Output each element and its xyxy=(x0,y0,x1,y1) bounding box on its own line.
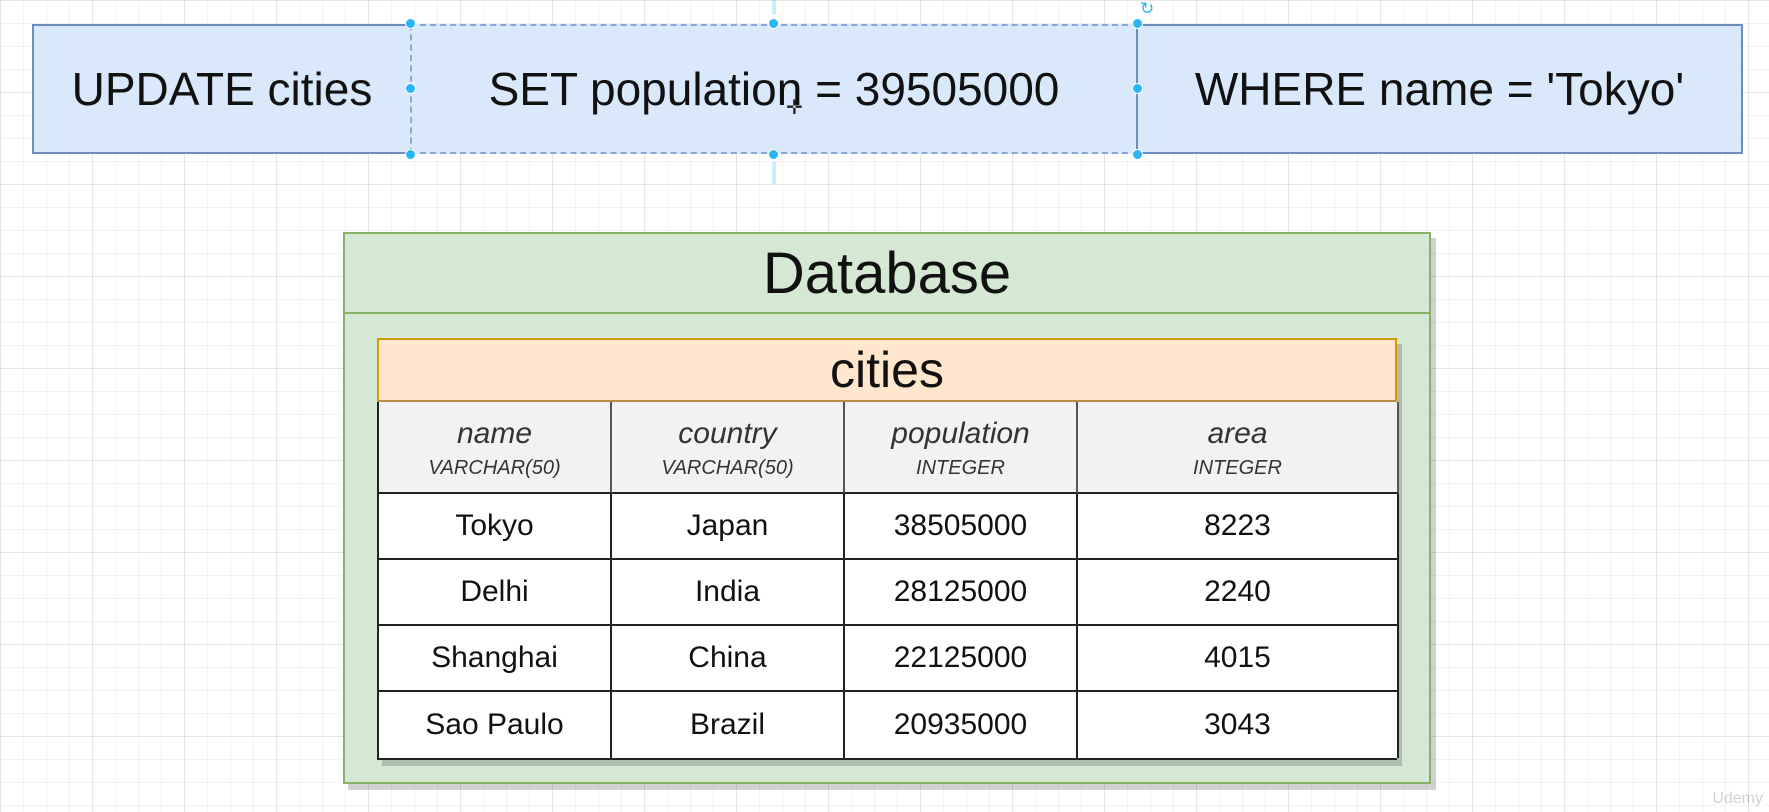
column-header-name: name VARCHAR(50) xyxy=(379,402,612,494)
sql-where-block[interactable]: WHERE name = 'Tokyo' xyxy=(1136,24,1743,154)
resize-handle-left[interactable] xyxy=(405,83,416,94)
table-cell: 3043 xyxy=(1078,692,1399,758)
sql-set-text: SET population = 39505000 xyxy=(488,63,1060,115)
resize-handle-bottom[interactable] xyxy=(768,149,779,160)
table-cell: Brazil xyxy=(612,692,845,758)
move-cursor-icon: ✛ xyxy=(786,97,803,119)
resize-handle-top-right[interactable] xyxy=(1132,18,1143,29)
sql-statement: UPDATE cities SET population = 39505000 … xyxy=(32,24,1743,154)
table-cell: China xyxy=(612,626,845,692)
table-cell: 22125000 xyxy=(845,626,1078,692)
column-header-population: population INTEGER xyxy=(845,402,1078,494)
sql-update-block[interactable]: UPDATE cities xyxy=(32,24,412,154)
watermark-logo: Udemy xyxy=(1712,790,1763,807)
connection-arrow-bottom xyxy=(772,162,776,184)
column-name: country xyxy=(678,416,777,450)
table-cell: Shanghai xyxy=(379,626,612,692)
table-cell: India xyxy=(612,560,845,626)
resize-handle-bottom-right[interactable] xyxy=(1132,149,1143,160)
table-cell: 4015 xyxy=(1078,626,1399,692)
table-cell: 8223 xyxy=(1078,494,1399,560)
sql-set-block[interactable]: SET population = 39505000 xyxy=(410,24,1138,154)
column-header-country: country VARCHAR(50) xyxy=(612,402,845,494)
database-title: Database xyxy=(345,234,1429,314)
column-type: VARCHAR(50) xyxy=(661,456,794,479)
table-cell: 20935000 xyxy=(845,692,1078,758)
rotate-handle-icon[interactable]: ↻ xyxy=(1140,0,1155,18)
column-type: INTEGER xyxy=(916,456,1005,479)
column-name: population xyxy=(891,416,1030,450)
table-title: cities xyxy=(377,338,1397,402)
table-cell: 38505000 xyxy=(845,494,1078,560)
database-container[interactable]: Database cities name VARCHAR(50) country… xyxy=(343,232,1431,784)
table-grid: name VARCHAR(50) country VARCHAR(50) pop… xyxy=(377,402,1399,760)
column-header-area: area INTEGER xyxy=(1078,402,1399,494)
table-cell: 2240 xyxy=(1078,560,1399,626)
sql-update-text: UPDATE cities xyxy=(71,63,373,115)
table-cell: Tokyo xyxy=(379,494,612,560)
table-cell: Sao Paulo xyxy=(379,692,612,758)
column-name: name xyxy=(456,416,533,450)
table-cell: Delhi xyxy=(379,560,612,626)
table-cell: Japan xyxy=(612,494,845,560)
sql-where-text: WHERE name = 'Tokyo' xyxy=(1194,63,1685,115)
connection-arrow-top xyxy=(772,0,776,14)
resize-handle-right[interactable] xyxy=(1132,83,1143,94)
resize-handle-top-left[interactable] xyxy=(405,18,416,29)
column-type: INTEGER xyxy=(1193,456,1282,479)
column-name: area xyxy=(1207,416,1268,450)
table-cell: 28125000 xyxy=(845,560,1078,626)
cities-table[interactable]: cities name VARCHAR(50) country VARCHAR(… xyxy=(377,338,1399,760)
resize-handle-top[interactable] xyxy=(768,18,779,29)
column-type: VARCHAR(50) xyxy=(428,456,561,479)
resize-handle-bottom-left[interactable] xyxy=(405,149,416,160)
